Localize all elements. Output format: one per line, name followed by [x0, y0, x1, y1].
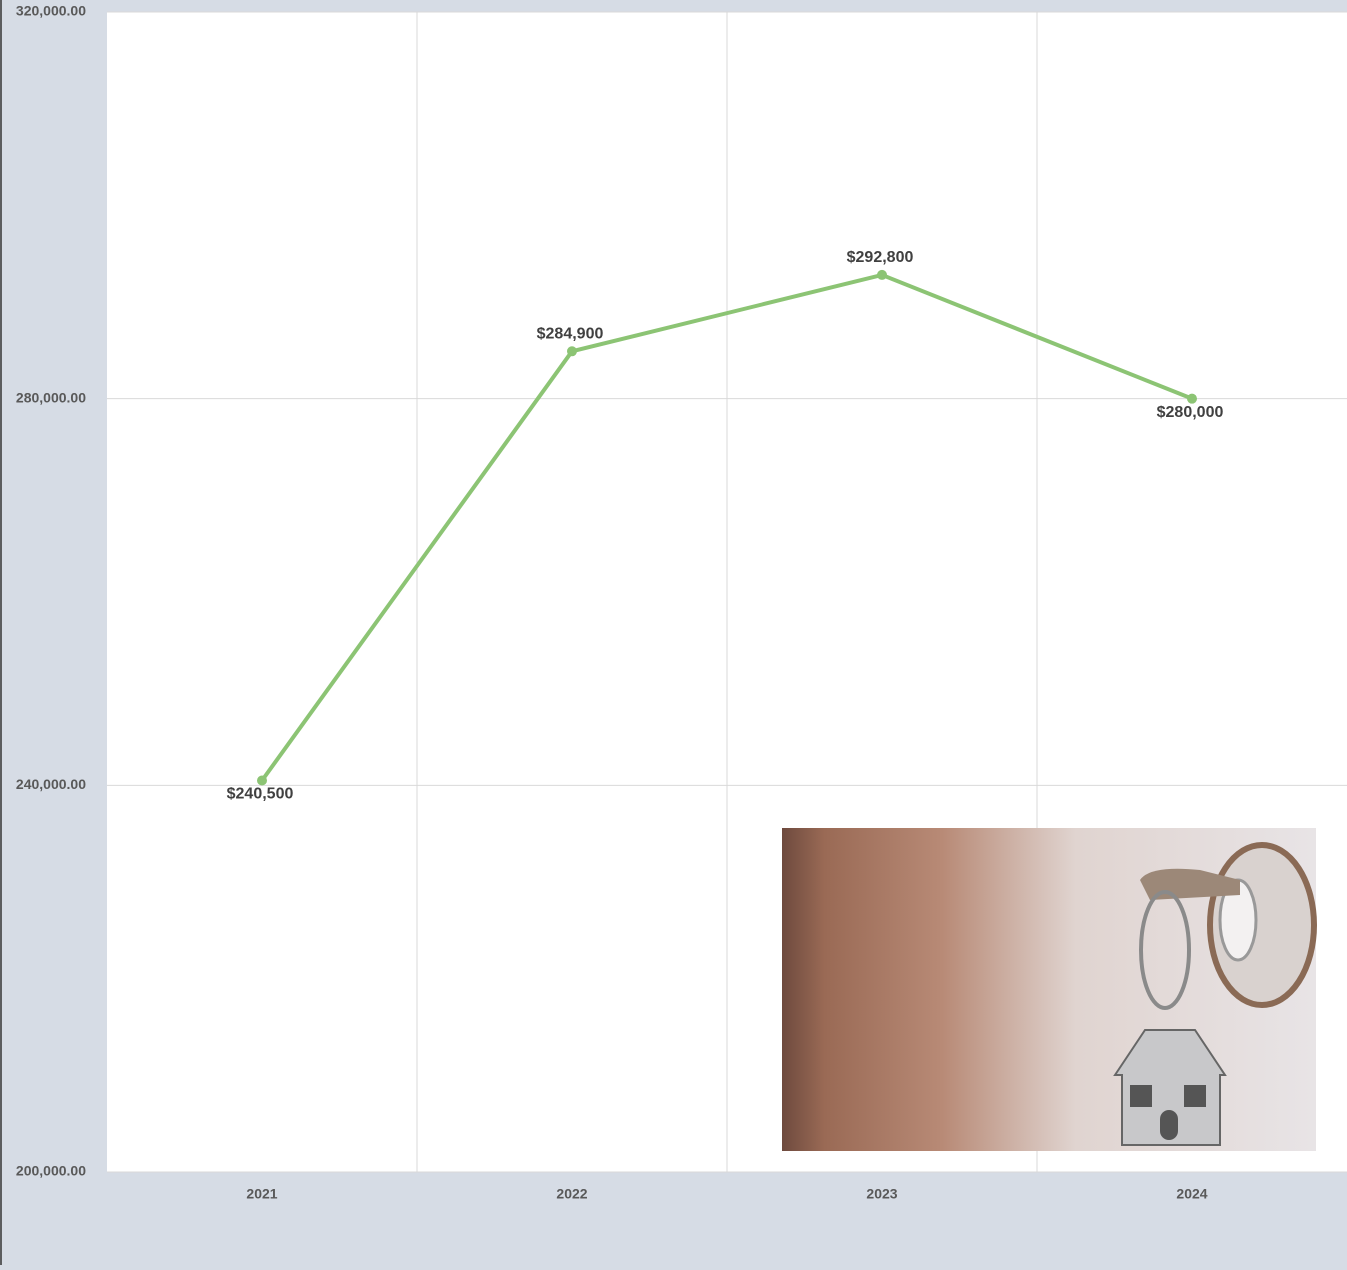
x-tick-label: 2023	[866, 1186, 897, 1202]
photo	[782, 828, 1317, 1151]
house-window	[1130, 1085, 1152, 1107]
y-tick-label: 280,000.00	[16, 389, 86, 405]
data-label: $280,000	[1157, 404, 1224, 421]
house-window	[1184, 1085, 1206, 1107]
house-keychain	[1113, 1029, 1227, 1146]
data-label: $240,500	[227, 786, 294, 803]
line	[260, 272, 1193, 782]
x-tick-label: 2024	[1176, 1186, 1207, 1202]
key-ring	[1139, 890, 1191, 1010]
x-tick-label: 2021	[246, 1186, 277, 1202]
data-label: $284,900	[537, 326, 604, 343]
house-door	[1160, 1110, 1178, 1140]
point	[877, 269, 887, 280]
y-tick-label: 320,000.00	[16, 3, 86, 19]
y-tick-label: 240,000.00	[16, 776, 86, 792]
x-tick-label: 2022	[556, 1186, 587, 1202]
point	[257, 775, 267, 786]
point	[567, 346, 577, 357]
y-tick-label: 200,000.00	[16, 1163, 86, 1179]
data-label: $292,800	[847, 249, 914, 266]
point	[1187, 393, 1197, 404]
